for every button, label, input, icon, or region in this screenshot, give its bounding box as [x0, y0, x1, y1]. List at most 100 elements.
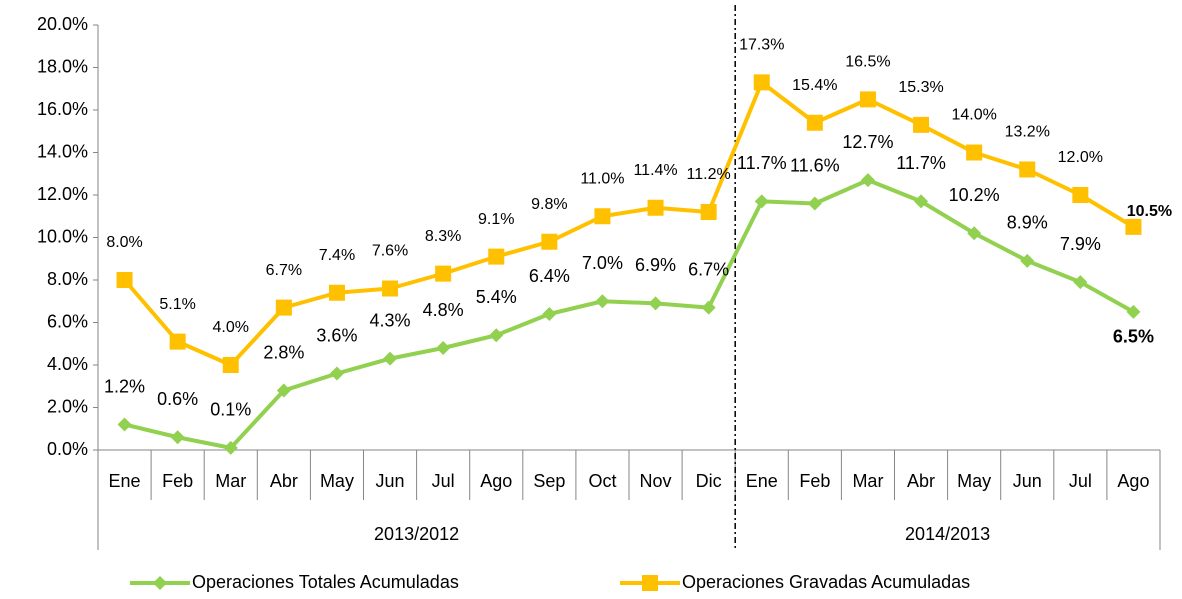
data-label: 9.8% — [531, 196, 567, 213]
data-label: 12.0% — [1058, 149, 1103, 166]
data-label: 11.7% — [737, 153, 787, 173]
data-label: 10.5% — [1127, 203, 1172, 220]
data-label: 9.1% — [478, 211, 514, 228]
marker — [1126, 304, 1141, 319]
marker — [754, 194, 769, 209]
y-tick-label: 20.0% — [37, 14, 88, 34]
data-label: 13.2% — [1005, 124, 1050, 141]
x-tick-label: Sep — [533, 471, 565, 491]
marker — [753, 74, 770, 91]
data-label: 7.9% — [1060, 234, 1101, 254]
x-tick-label: Abr — [907, 471, 935, 491]
data-label: 15.4% — [792, 77, 837, 94]
data-label: 1.2% — [104, 376, 145, 396]
y-tick-label: 0.0% — [47, 439, 88, 459]
y-tick-label: 12.0% — [37, 184, 88, 204]
marker — [595, 294, 610, 309]
x-tick-label: Abr — [270, 471, 298, 491]
x-tick-label: Dic — [696, 471, 722, 491]
data-label: 11.2% — [687, 166, 731, 183]
data-label: 6.4% — [529, 266, 570, 286]
data-label: 11.6% — [790, 155, 840, 175]
data-label: 15.3% — [898, 79, 943, 96]
x-tick-label: Ago — [480, 471, 512, 491]
x-tick-label: May — [320, 471, 354, 491]
data-label: 8.3% — [425, 228, 461, 245]
marker — [541, 233, 558, 250]
marker — [223, 440, 238, 455]
data-label: 12.7% — [842, 132, 893, 152]
data-label: 16.5% — [845, 54, 890, 71]
marker — [647, 199, 664, 216]
marker — [170, 430, 185, 445]
group-label: 2014/2013 — [905, 524, 990, 544]
legend-label: Operaciones Gravadas Acumuladas — [682, 572, 970, 592]
marker — [1072, 187, 1089, 203]
legend-marker — [153, 576, 167, 590]
legend-marker — [642, 575, 658, 591]
data-label: 7.4% — [319, 247, 355, 264]
y-tick-label: 10.0% — [37, 226, 88, 246]
data-label: 11.0% — [580, 170, 624, 187]
data-label: 11.4% — [633, 162, 677, 179]
marker — [117, 417, 132, 432]
marker — [382, 280, 399, 297]
data-label: 10.2% — [949, 185, 1000, 205]
marker — [914, 194, 929, 209]
marker — [116, 272, 133, 288]
data-label: 2.8% — [263, 342, 304, 362]
data-label: 11.7% — [896, 153, 946, 173]
x-tick-label: Feb — [799, 471, 830, 491]
data-label: 6.5% — [1113, 327, 1154, 347]
data-label: 4.0% — [213, 319, 249, 336]
y-tick-label: 18.0% — [37, 56, 88, 76]
marker — [435, 265, 452, 282]
data-label: 7.0% — [582, 253, 623, 273]
x-tick-label: Nov — [640, 471, 672, 491]
marker — [913, 116, 930, 133]
x-tick-label: May — [957, 471, 991, 491]
marker — [967, 226, 982, 241]
x-tick-label: Feb — [162, 471, 193, 491]
legend-label: Operaciones Totales Acumuladas — [192, 572, 459, 592]
data-label: 4.8% — [423, 300, 464, 320]
x-tick-label: Jul — [432, 471, 455, 491]
marker — [648, 296, 663, 311]
marker — [275, 299, 292, 316]
x-tick-label: Oct — [588, 471, 616, 491]
marker — [807, 196, 822, 211]
marker — [542, 307, 557, 321]
x-tick-label: Mar — [215, 471, 246, 491]
y-tick-label: 4.0% — [47, 354, 88, 374]
y-tick-label: 14.0% — [37, 141, 88, 161]
x-tick-label: Ago — [1117, 471, 1149, 491]
group-label: 2013/2012 — [374, 524, 459, 544]
data-label: 5.4% — [476, 287, 517, 307]
x-tick-label: Ene — [109, 471, 141, 491]
y-tick-label: 2.0% — [47, 396, 88, 416]
data-label: 6.7% — [688, 259, 729, 279]
x-tick-label: Mar — [852, 471, 883, 491]
marker — [806, 114, 823, 131]
marker — [1125, 218, 1142, 235]
marker — [701, 300, 716, 315]
data-label: 4.3% — [370, 310, 411, 330]
y-tick-label: 6.0% — [47, 311, 88, 331]
series-line — [124, 178, 1135, 450]
data-label: 17.3% — [739, 37, 784, 54]
data-label: 5.1% — [159, 296, 195, 313]
marker — [383, 351, 398, 366]
data-label: 8.9% — [1007, 213, 1048, 233]
marker — [594, 208, 611, 225]
marker — [436, 341, 451, 355]
x-tick-label: Jun — [1013, 471, 1042, 491]
marker — [489, 328, 504, 343]
marker — [1020, 253, 1035, 268]
series-line — [123, 80, 1135, 367]
data-label: 0.6% — [157, 389, 198, 409]
marker — [222, 357, 239, 373]
x-tick-label: Jul — [1069, 471, 1092, 491]
marker — [1073, 275, 1088, 290]
data-label: 14.0% — [951, 107, 996, 124]
